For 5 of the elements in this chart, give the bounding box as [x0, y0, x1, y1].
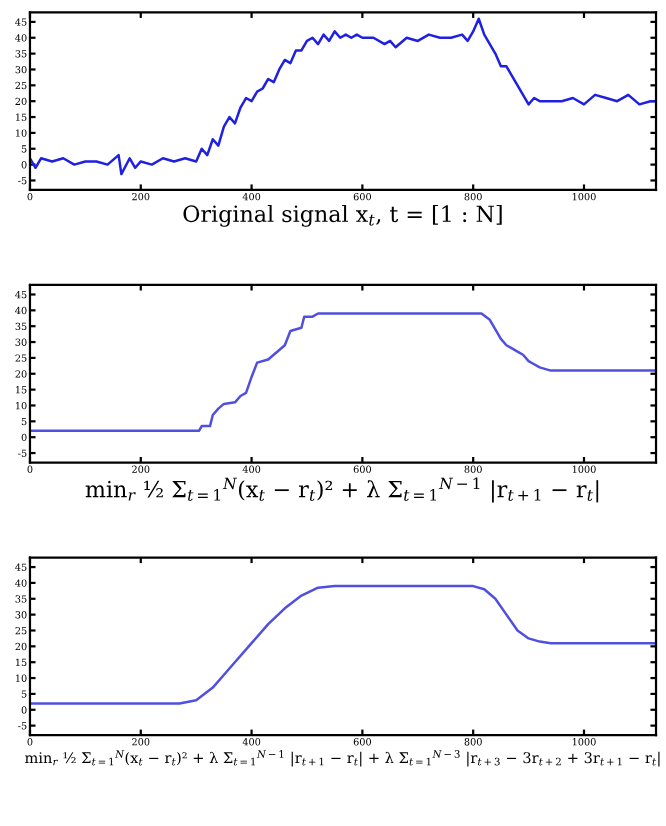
line-series	[29, 312, 657, 433]
line-series	[29, 17, 657, 176]
line-series	[29, 584, 657, 705]
x-axis-title: Original signal x$_{t}$, t = [1 : N]	[183, 204, 502, 227]
text: min$_{r}$ ½ Σ$_{t=1}$$^{N}$(x$_{t}$ − r$_{t}$)² + λ Σ$_{t=1}$$^{N−1}$ |r$_{t+1}$ − r$_{t}$|	[85, 477, 599, 503]
